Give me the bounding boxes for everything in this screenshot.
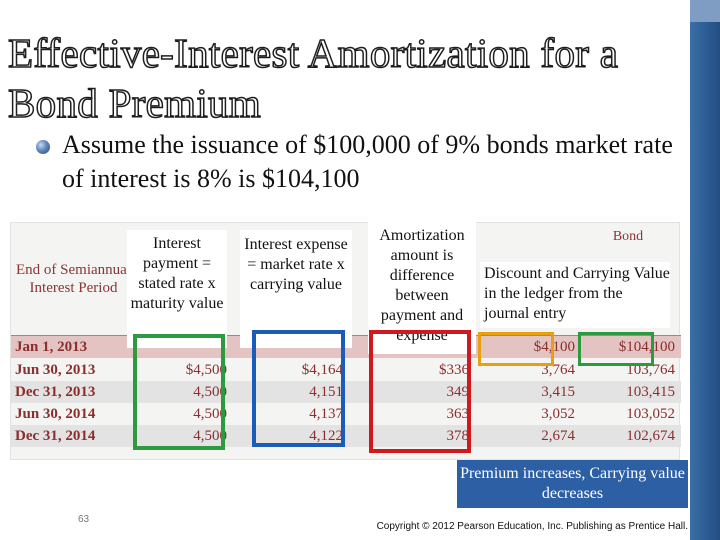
table-row: Jun 30, 2013 $4,500 $4,164 $336 3,764 10…	[11, 359, 681, 381]
cell-payment: 4,500	[193, 406, 227, 422]
cell-amortization: $336	[439, 362, 469, 378]
page-number: 63	[78, 514, 90, 525]
cell-carrying: 102,674	[626, 428, 675, 444]
cell-carrying: $104,100	[618, 339, 675, 355]
highlight-box-amortization	[369, 330, 471, 453]
cell-carrying: 103,415	[626, 384, 675, 400]
cell-date: Dec 31, 2013	[15, 384, 96, 400]
cell-payment: 4,500	[193, 384, 227, 400]
cell-premium: 3,764	[541, 362, 575, 378]
slide-title: Effective-Interest Amortization for a Bo…	[7, 29, 619, 127]
cell-carrying: 103,764	[626, 362, 675, 378]
cell-premium: 3,415	[541, 384, 575, 400]
highlight-box-premium	[478, 332, 554, 366]
cell-expense: 4,151	[309, 384, 343, 400]
premium-note: Premium increases, Carrying value decrea…	[457, 460, 688, 508]
copyright-text: Copyright © 2012 Pearson Education, Inc.…	[376, 521, 688, 532]
cell-amortization: 378	[446, 428, 470, 444]
header-period: End of Semiannual Interest Period	[16, 262, 131, 296]
cell-expense: 4,137	[309, 406, 343, 422]
highlight-box-carrying	[578, 332, 654, 366]
callout-discount-carrying: Discount and Carrying Value in the ledge…	[480, 262, 670, 328]
cell-premium: 2,674	[541, 428, 575, 444]
bullet-icon	[36, 140, 50, 154]
highlight-box-payment	[133, 334, 225, 450]
cell-carrying: 103,052	[626, 406, 675, 422]
cell-date: Dec 31, 2014	[15, 428, 96, 444]
right-accent-tab	[690, 0, 720, 22]
highlight-box-expense	[252, 330, 345, 447]
cell-date: Jun 30, 2013	[15, 362, 96, 378]
callout-interest-expense: Interest expense = market rate x carryin…	[240, 230, 352, 348]
cell-payment: $4,500	[185, 362, 227, 378]
bullet-text: Assume the issuance of $100,000 of 9% bo…	[62, 130, 673, 193]
cell-expense: 4,122	[309, 428, 343, 444]
right-accent-strip	[690, 0, 720, 540]
cell-amortization: 349	[446, 384, 470, 400]
cell-amortization: 363	[446, 406, 470, 422]
cell-payment: 4,500	[193, 428, 227, 444]
cell-premium: 3,052	[541, 406, 575, 422]
cell-date: Jan 1, 2013	[15, 339, 88, 355]
callout-interest-payment: Interest payment = stated rate x maturit…	[127, 230, 227, 348]
cell-premium: $4,100	[533, 339, 575, 355]
cell-date: Jun 30, 2014	[15, 406, 96, 422]
cell-expense: $4,164	[301, 362, 343, 378]
table-row: Jun 30, 2014 4,500 4,137 363 3,052 103,0…	[11, 403, 681, 425]
table-row: Dec 31, 2013 4,500 4,151 349 3,415 103,4…	[11, 381, 681, 403]
header-bond: Bond	[612, 229, 644, 244]
table-row: Dec 31, 2014 4,500 4,122 378 2,674 102,6…	[11, 425, 681, 447]
